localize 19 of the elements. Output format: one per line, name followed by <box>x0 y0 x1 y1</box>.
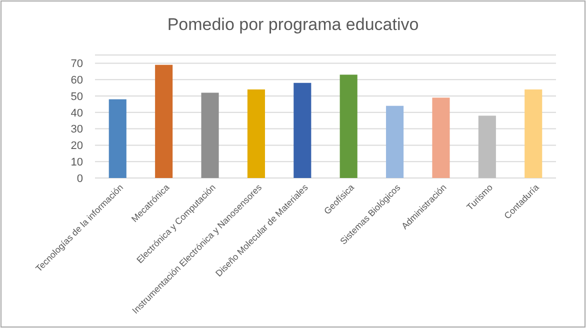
y-tick-label: 70 <box>70 58 83 70</box>
bar <box>340 74 358 178</box>
bar <box>108 99 126 178</box>
bar <box>432 98 450 178</box>
y-tick-label: 50 <box>70 90 83 103</box>
chart-title: Pomedio por programa educativo <box>167 15 419 34</box>
bar <box>386 106 404 178</box>
bar <box>201 92 219 178</box>
bar <box>524 89 542 178</box>
y-tick-label: 20 <box>70 140 83 152</box>
y-tick-label: 10 <box>70 156 83 168</box>
bar <box>247 89 265 178</box>
y-tick-label: 30 <box>70 124 83 136</box>
bar <box>294 82 312 178</box>
y-tick-label: 60 <box>70 74 83 86</box>
bar <box>478 116 496 178</box>
y-tick-label: 0 <box>76 172 83 185</box>
bar <box>155 64 173 178</box>
y-tick-label: 40 <box>70 107 83 120</box>
